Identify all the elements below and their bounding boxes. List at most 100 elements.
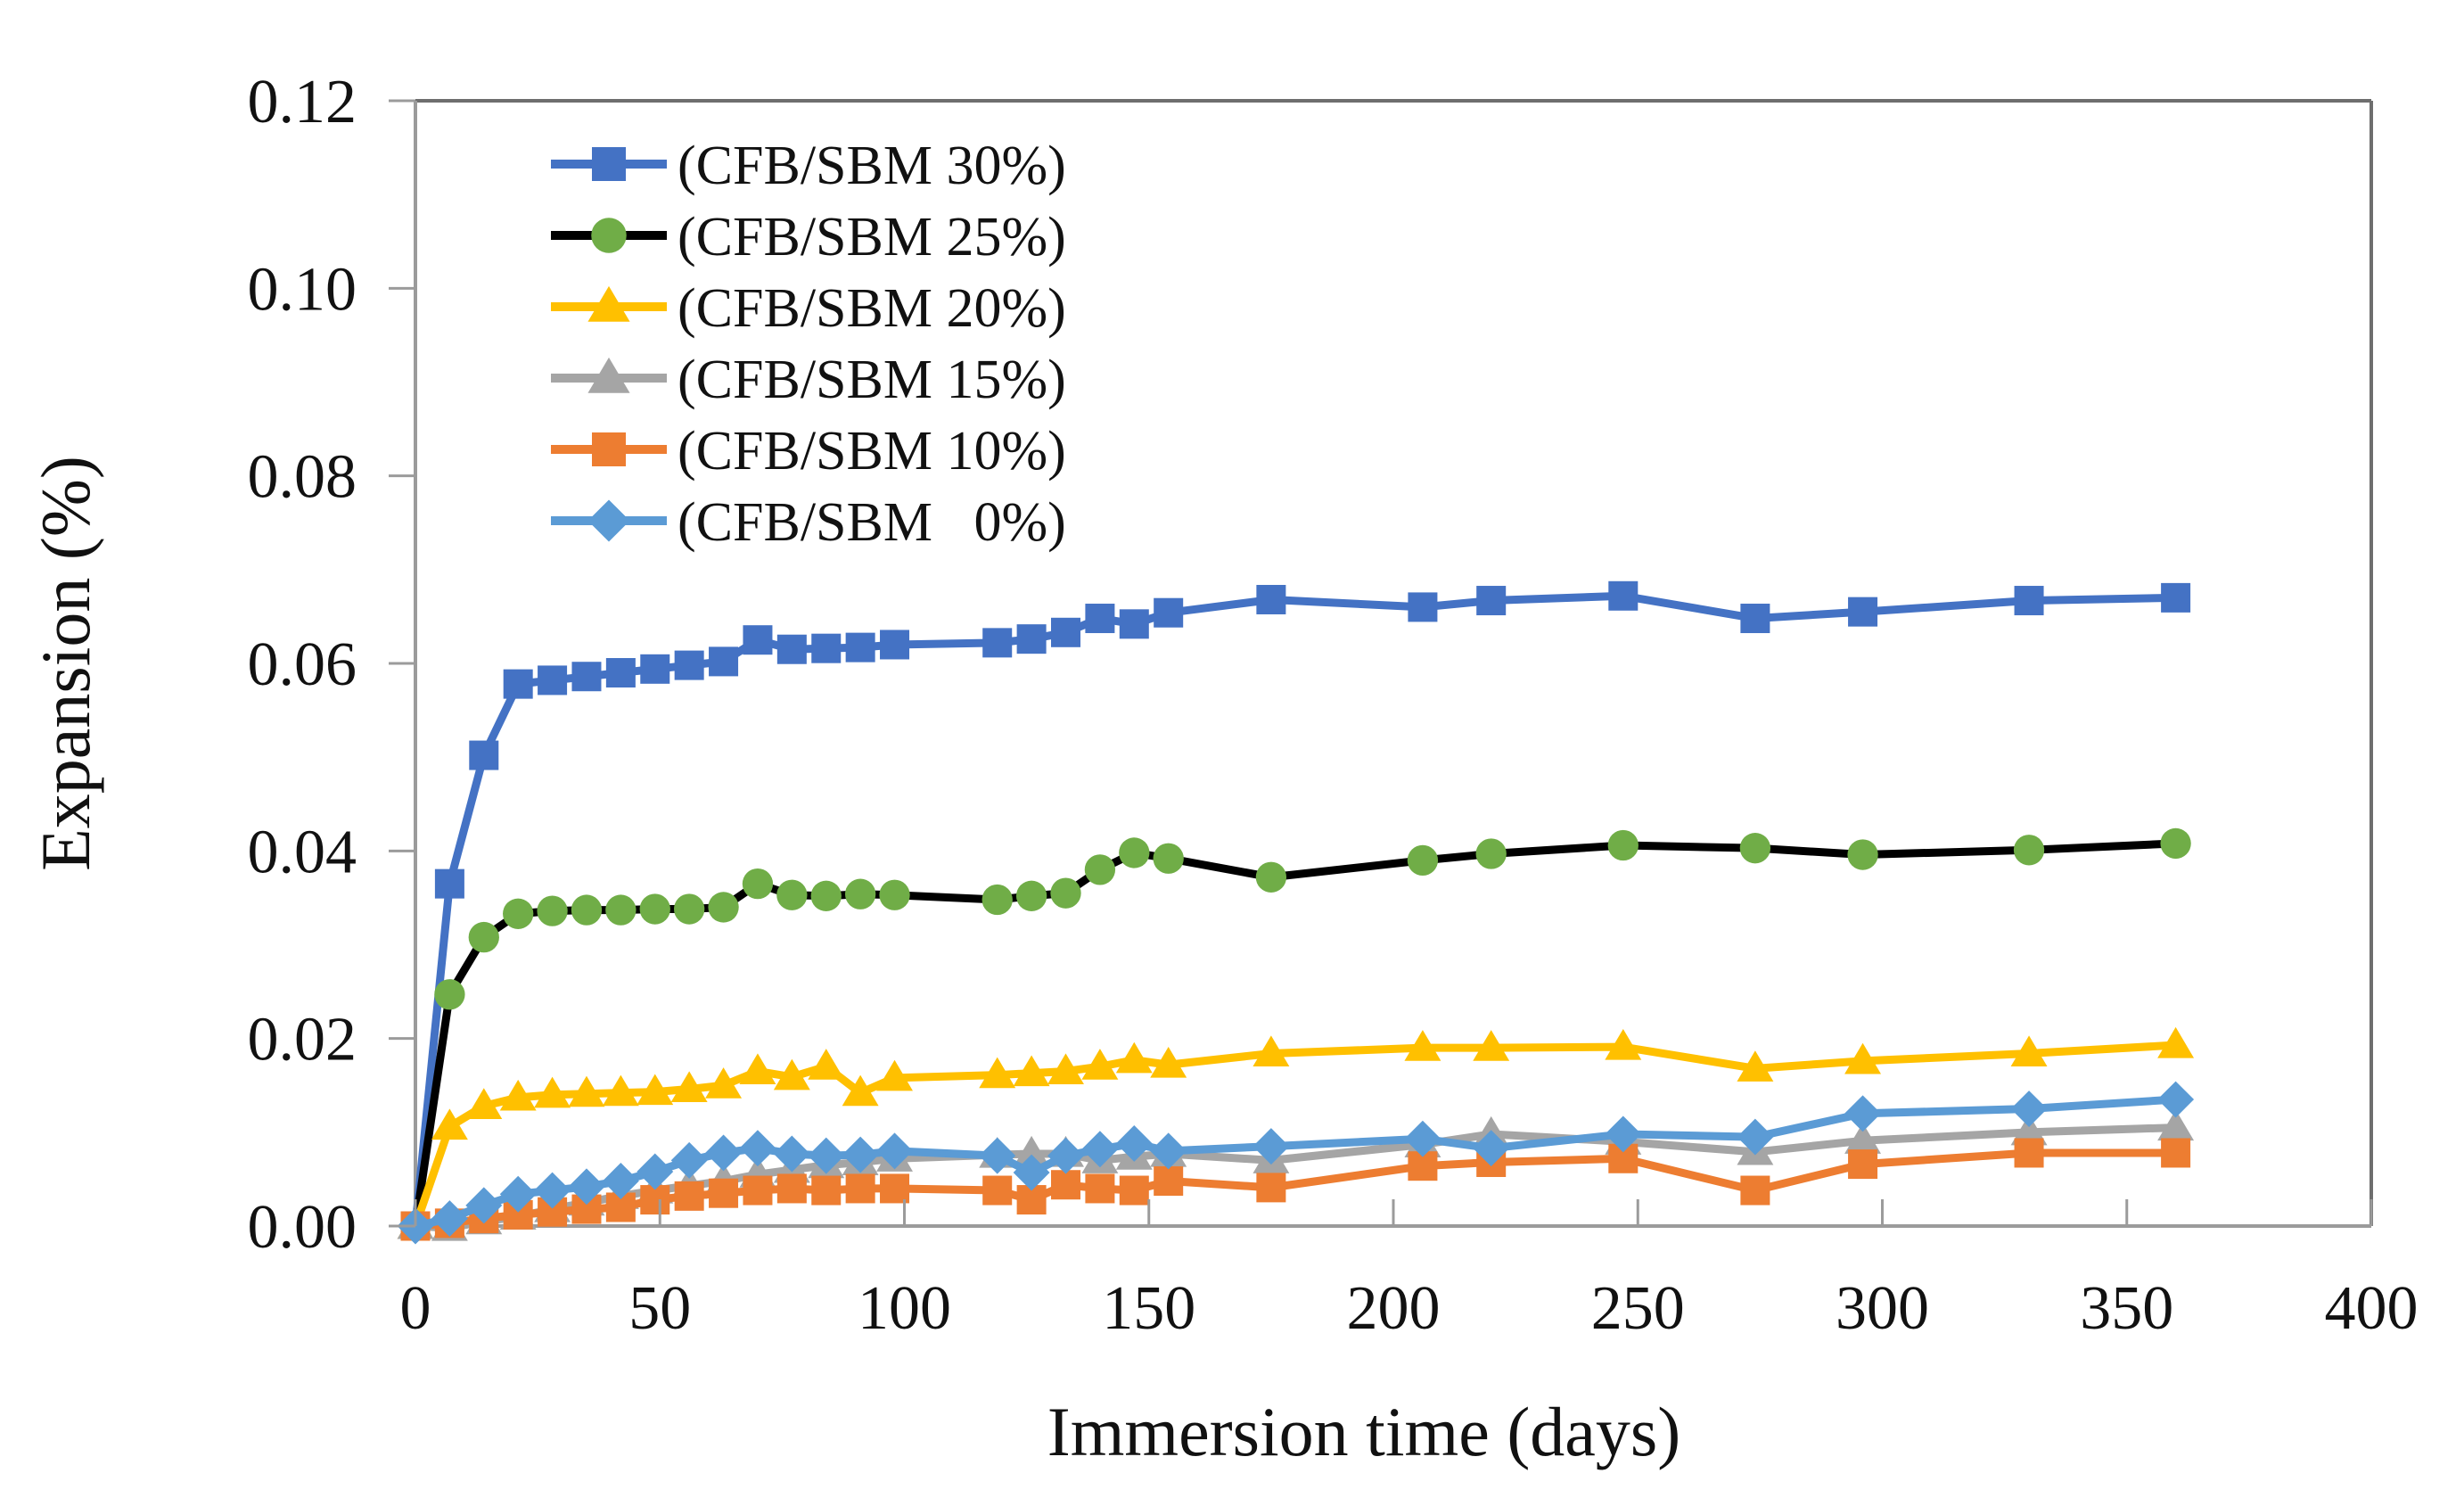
data-point-circle <box>1084 854 1116 885</box>
data-point-triangle <box>568 1075 605 1107</box>
x-axis-title: Immersion time (days) <box>1047 1393 1681 1470</box>
data-point-circle <box>1153 843 1184 874</box>
data-point-circle <box>1407 844 1439 877</box>
data-point-circle <box>1255 861 1287 893</box>
data-point-circle <box>1475 838 1507 869</box>
data-point-circle <box>742 868 774 900</box>
y-tick-label: 0.10 <box>248 255 357 324</box>
data-point-square <box>1256 1173 1286 1203</box>
data-point-square <box>845 1173 875 1204</box>
data-point-circle <box>1847 839 1878 870</box>
data-point-square <box>1740 604 1770 634</box>
data-point-triangle <box>1253 1035 1290 1067</box>
data-point-circle <box>708 892 739 923</box>
data-point-diamond <box>1404 1120 1441 1157</box>
data-point-diamond <box>568 1168 605 1206</box>
data-point-diamond <box>2157 1081 2195 1118</box>
data-point-triangle <box>808 1049 845 1080</box>
data-point-square <box>845 632 875 663</box>
data-point-square <box>1408 592 1438 622</box>
data-point-square <box>880 1173 910 1204</box>
data-point-circle <box>1119 837 1150 868</box>
x-tick-label: 200 <box>1347 1274 1441 1343</box>
data-point-diamond <box>979 1137 1016 1174</box>
legend-label: (CFB/SBM 10%) <box>678 421 1066 482</box>
data-point-triangle <box>1844 1123 1882 1154</box>
data-point-triangle <box>2157 1026 2195 1058</box>
data-point-diamond <box>637 1153 674 1190</box>
data-point-square <box>1085 1173 1115 1204</box>
data-point-square <box>1476 586 1507 616</box>
data-point-diamond <box>465 1187 503 1224</box>
data-point-triangle <box>1115 1041 1153 1074</box>
x-tick-label: 250 <box>1591 1274 1685 1343</box>
data-point-square <box>1085 604 1115 634</box>
data-point-circle <box>468 921 499 953</box>
x-tick-label: 300 <box>1836 1274 1929 1343</box>
legend-item: (CFB/SBM 30%) <box>551 136 1066 196</box>
x-tick-label: 0 <box>400 1274 431 1343</box>
data-point-triangle <box>431 1108 468 1140</box>
data-point-square <box>743 1175 773 1206</box>
data-point-triangle <box>670 1071 708 1103</box>
y-tick-label: 0.06 <box>248 630 357 699</box>
data-point-square <box>1051 617 1081 647</box>
data-point-square <box>640 654 670 684</box>
data-point-square <box>674 650 704 680</box>
data-point-triangle <box>1013 1055 1050 1087</box>
axis-layer: 0 50 100 150 200 250 300 350 400 0.00 0.02 0.04 0.06… <box>248 68 2419 1343</box>
x-tick-label: 50 <box>628 1274 691 1343</box>
data-point-diamond <box>1253 1128 1290 1165</box>
legend-label: (CFB/SBM 15%) <box>678 350 1066 410</box>
data-point-square <box>674 1181 704 1211</box>
data-point-circle <box>571 894 603 926</box>
data-point-diamond <box>670 1141 708 1179</box>
data-point-triangle <box>465 1088 503 1119</box>
data-point-triangle <box>1081 1049 1119 1080</box>
data-point-square <box>1154 1166 1184 1197</box>
data-point-triangle <box>2010 1035 2048 1067</box>
data-point-triangle <box>1013 1135 1050 1167</box>
data-point-square <box>592 432 626 466</box>
data-point-circle <box>1050 877 1081 909</box>
data-point-triangle <box>2010 1114 2048 1146</box>
series-cfb-sbm-10 <box>400 1138 2191 1241</box>
data-point-diamond <box>876 1132 913 1170</box>
data-point-circle <box>537 895 568 926</box>
data-point-circle <box>434 979 465 1010</box>
data-point-triangle <box>587 357 630 393</box>
data-point-triangle <box>1844 1042 1882 1074</box>
data-point-square <box>1848 597 1878 627</box>
series-cfb-sbm-25 <box>399 827 2191 1242</box>
data-point-circle <box>503 898 534 929</box>
data-point-square <box>571 662 602 692</box>
data-point-diamond <box>808 1137 845 1174</box>
data-point-circle <box>591 218 627 253</box>
data-point-triangle <box>876 1059 913 1091</box>
data-point-square <box>1154 597 1184 628</box>
data-point-square <box>538 665 568 696</box>
data-point-triangle <box>1473 1030 1510 1061</box>
y-axis-title: Expansion (%) <box>27 456 104 871</box>
data-point-triangle <box>1404 1030 1441 1061</box>
legend-item: (CFB/SBM 15%) <box>551 350 1066 410</box>
data-point-triangle <box>602 1074 639 1107</box>
data-point-diamond <box>705 1134 743 1172</box>
data-point-square <box>2014 586 2044 616</box>
data-point-circle <box>2013 835 2045 866</box>
data-point-diamond <box>1013 1154 1050 1191</box>
data-point-diamond <box>431 1200 468 1238</box>
data-point-square <box>434 868 464 899</box>
data-point-square <box>1051 1170 1081 1200</box>
legend-label: (CFB/SBM 20%) <box>678 278 1066 339</box>
data-point-triangle <box>1737 1050 1774 1082</box>
data-point-triangle <box>1150 1047 1187 1078</box>
data-point-circle <box>1607 829 1639 861</box>
data-point-circle <box>605 894 637 926</box>
data-point-diamond <box>773 1135 810 1173</box>
data-point-circle <box>2160 827 2191 860</box>
data-point-triangle <box>499 1079 537 1111</box>
data-point-triangle <box>842 1074 879 1107</box>
